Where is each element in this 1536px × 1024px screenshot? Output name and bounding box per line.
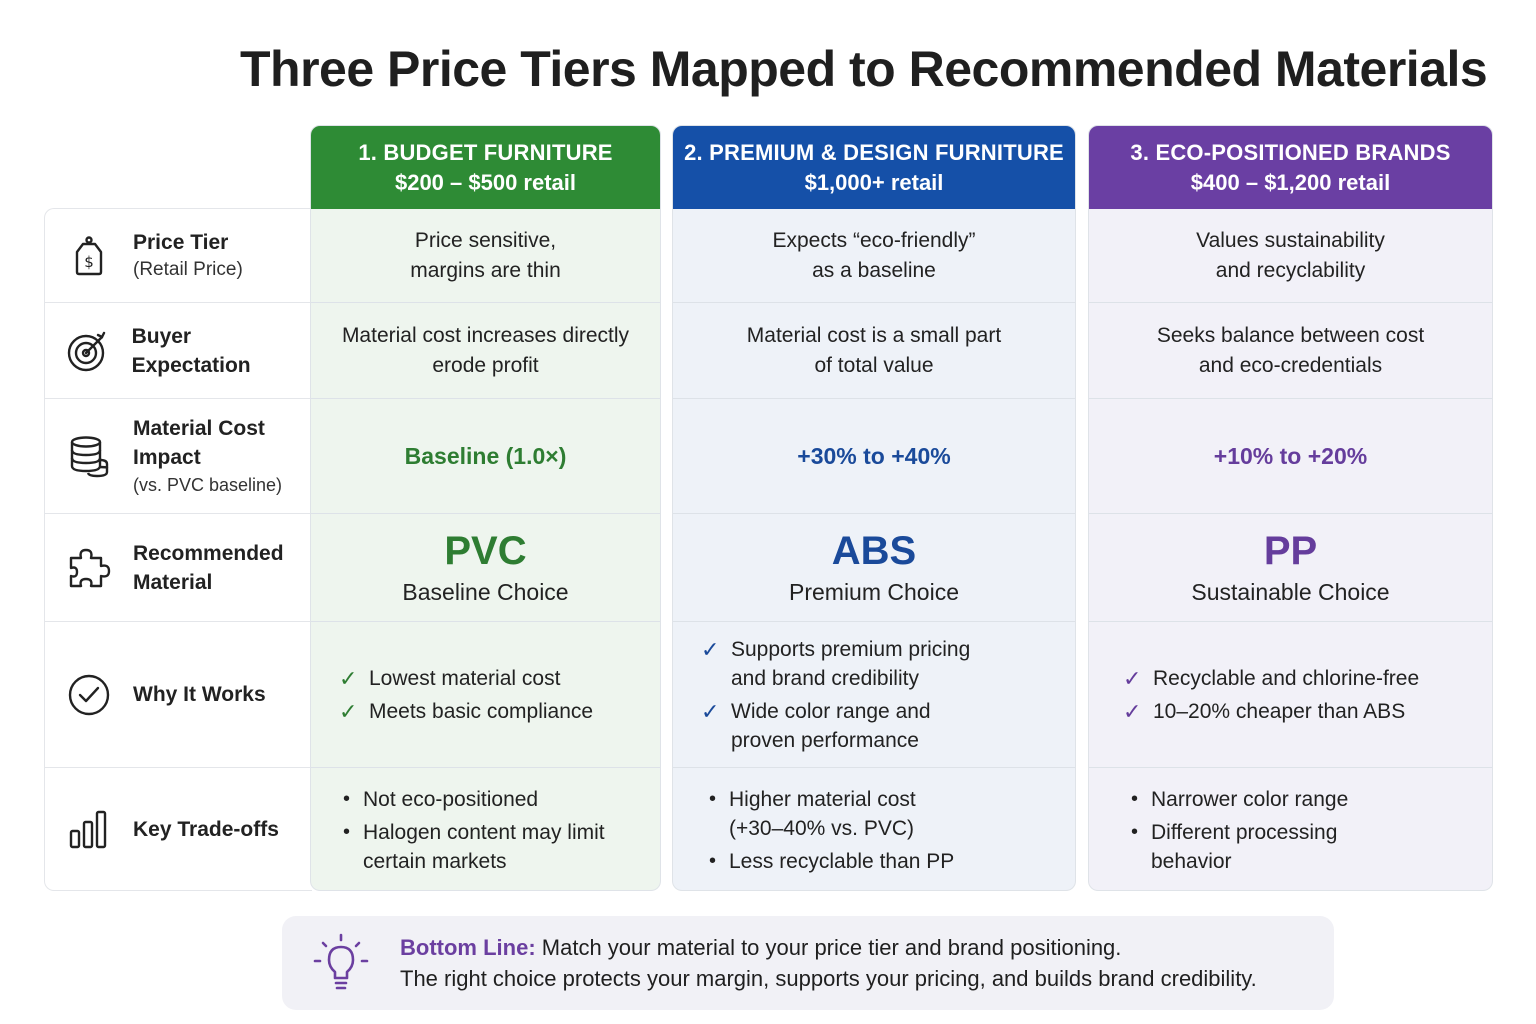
bullet-icon: •: [1131, 820, 1139, 843]
puzzle-icon: [45, 546, 133, 590]
tier-column-budget: 1. BUDGET FURNITURE $200 – $500 retail P…: [310, 125, 661, 891]
check-icon: ✓: [339, 698, 358, 724]
list-item: ✓ Meets basic compliance: [339, 698, 594, 724]
bottom-line-subtext: The right choice protects your margin, s…: [400, 966, 1257, 991]
recommended-material-cell: PVC Baseline Choice: [311, 514, 660, 622]
cost-impact-value: Baseline (1.0×): [404, 442, 567, 469]
list-item: • Halogen content may limit certain market…: [341, 818, 605, 876]
tier-title: 1. BUDGET FURNITURE: [358, 139, 613, 165]
price-tier-cell: Values sustainability and recyclability: [1089, 209, 1492, 303]
bullet-icon: •: [709, 849, 717, 872]
page-title: Three Price Tiers Mapped to Recommended …: [240, 41, 1488, 97]
target-icon: [45, 329, 132, 373]
why-it-works-cell: ✓ Lowest material cost ✓ Meets basic compl…: [311, 622, 660, 768]
material-choice: Sustainable Choice: [1191, 578, 1390, 605]
cost-impact-cell: +10% to +20%: [1089, 399, 1492, 514]
material-choice: Baseline Choice: [402, 578, 569, 605]
cost-impact-value: +30% to +40%: [797, 442, 951, 469]
row-label-subtitle: (Retail Price): [133, 259, 243, 280]
why-it-works-cell: ✓ Recyclable and chlorine-free ✓ 10–20% ch…: [1089, 622, 1492, 768]
list-item: • Higher material cost (+30–40% vs. PVC): [707, 785, 916, 843]
bottom-line-callout: Bottom Line: Match your material to your…: [282, 916, 1334, 1010]
bottom-line-label: Bottom Line:: [400, 935, 536, 960]
svg-text:$: $: [84, 253, 94, 271]
list-item: ✓ Recyclable and chlorine-free: [1123, 665, 1420, 691]
row-label-title: Key Trade-offs: [133, 817, 279, 841]
row-label-title: Recommended Material: [133, 541, 284, 594]
tradeoffs-cell: • Not eco-positioned • Halogen content may…: [311, 768, 660, 890]
buyer-expectation-cell: Material cost is a small part of total v…: [673, 303, 1075, 399]
bullet-icon: •: [709, 787, 717, 810]
row-labels: $ Price Tier (Retail Price) Buyer Expect…: [44, 208, 313, 891]
list-item: • Less recyclable than PP: [707, 847, 954, 876]
row-label-price-tier: $ Price Tier (Retail Price): [45, 209, 313, 303]
price-tag-icon: $: [45, 234, 133, 278]
cost-impact-cell: +30% to +40%: [673, 399, 1075, 514]
check-icon: ✓: [701, 698, 720, 724]
lightbulb-icon: [282, 931, 400, 995]
tier-header: 3. ECO-POSITIONED BRANDS $400 – $1,200 r…: [1089, 126, 1492, 209]
row-label-title: Material Cost Impact: [133, 417, 265, 469]
list-item: ✓ Wide color range and proven performance: [701, 698, 931, 752]
why-it-works-cell: ✓ Supports premium pricing and brand credi…: [673, 622, 1075, 768]
row-label-key-tradeoffs: Key Trade-offs: [45, 768, 313, 890]
tier-price: $1,000+ retail: [804, 169, 944, 195]
row-label-subtitle: (vs. PVC baseline): [133, 475, 283, 495]
tier-title: 3. ECO-POSITIONED BRANDS: [1130, 139, 1451, 165]
material-name: PP: [1263, 528, 1318, 573]
row-label-recommended-material: Recommended Material: [45, 514, 313, 622]
check-icon: ✓: [1123, 698, 1142, 724]
tier-header: 2. PREMIUM & DESIGN FURNITURE $1,000+ re…: [673, 126, 1075, 209]
list-item: ✓ Lowest material cost: [339, 665, 561, 691]
tradeoffs-cell: • Narrower color range • Different process…: [1089, 768, 1492, 890]
buyer-expectation-cell: Material cost increases directly erode p…: [311, 303, 660, 399]
tier-title: 2. PREMIUM & DESIGN FURNITURE: [684, 139, 1064, 165]
tier-price: $400 – $1,200 retail: [1190, 169, 1391, 195]
bullet-icon: •: [343, 787, 351, 810]
row-label-title: Price Tier: [133, 231, 229, 254]
tier-column-eco: 3. ECO-POSITIONED BRANDS $400 – $1,200 r…: [1088, 125, 1493, 891]
list-item: • Not eco-positioned: [341, 785, 538, 814]
bar-chart-icon: [45, 807, 133, 851]
bottom-line-text: Match your material to your price tier a…: [541, 935, 1122, 960]
list-item: • Different processing behavior: [1129, 818, 1337, 876]
row-label-title: Buyer Expectation: [131, 324, 251, 377]
recommended-material-cell: ABS Premium Choice: [673, 514, 1075, 622]
tier-column-premium: 2. PREMIUM & DESIGN FURNITURE $1,000+ re…: [672, 125, 1076, 891]
cost-impact-cell: Baseline (1.0×): [311, 399, 660, 514]
tier-header: 1. BUDGET FURNITURE $200 – $500 retail: [311, 126, 660, 209]
row-label-cost-impact: Material Cost Impact (vs. PVC baseline): [45, 399, 313, 514]
row-label-why-it-works: Why It Works: [45, 622, 313, 768]
row-label-buyer-expectation: Buyer Expectation: [45, 303, 313, 399]
bullet-icon: •: [343, 820, 351, 843]
bullet-icon: •: [1131, 787, 1139, 810]
row-label-title: Why It Works: [133, 683, 266, 706]
list-item: ✓ 10–20% cheaper than ABS: [1123, 698, 1406, 724]
tier-price: $200 – $500 retail: [394, 169, 577, 195]
material-choice: Premium Choice: [789, 578, 959, 605]
buyer-expectation-cell: Seeks balance between cost and eco-crede…: [1089, 303, 1492, 399]
material-name: ABS: [831, 528, 917, 573]
price-tier-cell: Expects “eco-friendly” as a baseline: [673, 209, 1075, 303]
list-item: ✓ Supports premium pricing and brand credi…: [701, 636, 971, 690]
material-name: PVC: [444, 528, 527, 573]
check-icon: ✓: [1123, 665, 1142, 691]
recommended-material-cell: PP Sustainable Choice: [1089, 514, 1492, 622]
coins-stack-icon: [45, 434, 133, 478]
check-icon: ✓: [339, 665, 358, 691]
list-item: • Narrower color range: [1129, 785, 1348, 814]
cost-impact-value: +10% to +20%: [1213, 442, 1368, 469]
price-tier-cell: Price sensitive, margins are thin: [311, 209, 660, 303]
tradeoffs-cell: • Higher material cost (+30–40% vs. PVC) •…: [673, 768, 1075, 890]
check-circle-icon: [45, 673, 133, 717]
check-icon: ✓: [701, 636, 720, 662]
